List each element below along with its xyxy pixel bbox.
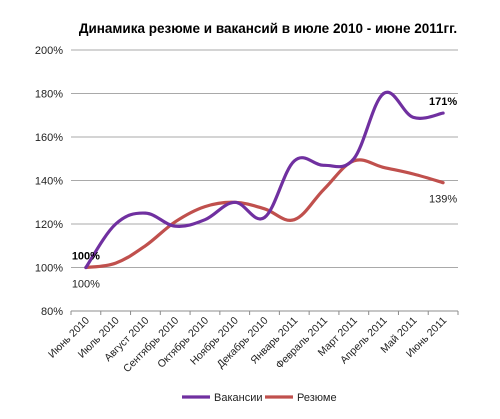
legend-label: Резюме: [297, 392, 337, 404]
series-line-Резюме: [84, 158, 445, 270]
x-tick-label: Февраль 2011: [273, 315, 330, 372]
legend-label: Вакансии: [214, 392, 263, 404]
x-axis: [70, 310, 459, 315]
series-line-Вакансии: [84, 90, 445, 270]
data-labels: 100% 100% 171% 139%: [72, 96, 458, 290]
y-tick-label: 80%: [41, 306, 63, 318]
legend: Вакансии Резюме: [182, 392, 337, 404]
chart-title: Динамика резюме и вакансий в июле 2010 -…: [79, 21, 457, 36]
data-label: 139%: [429, 194, 457, 206]
data-label: 100%: [72, 279, 100, 291]
y-tick-label: 100%: [35, 263, 63, 275]
y-tick-label: 160%: [35, 132, 63, 144]
grid-lines: [71, 49, 458, 268]
data-label: 171%: [429, 96, 457, 108]
y-axis-ticks: 80% 100% 120% 140% 160% 180% 200%: [35, 45, 63, 318]
y-tick-label: 120%: [35, 219, 63, 231]
y-tick-label: 200%: [35, 45, 63, 57]
series-lines: [84, 90, 445, 270]
y-tick-label: 140%: [35, 176, 63, 188]
data-label: 100%: [72, 251, 100, 263]
y-tick-label: 180%: [35, 89, 63, 101]
